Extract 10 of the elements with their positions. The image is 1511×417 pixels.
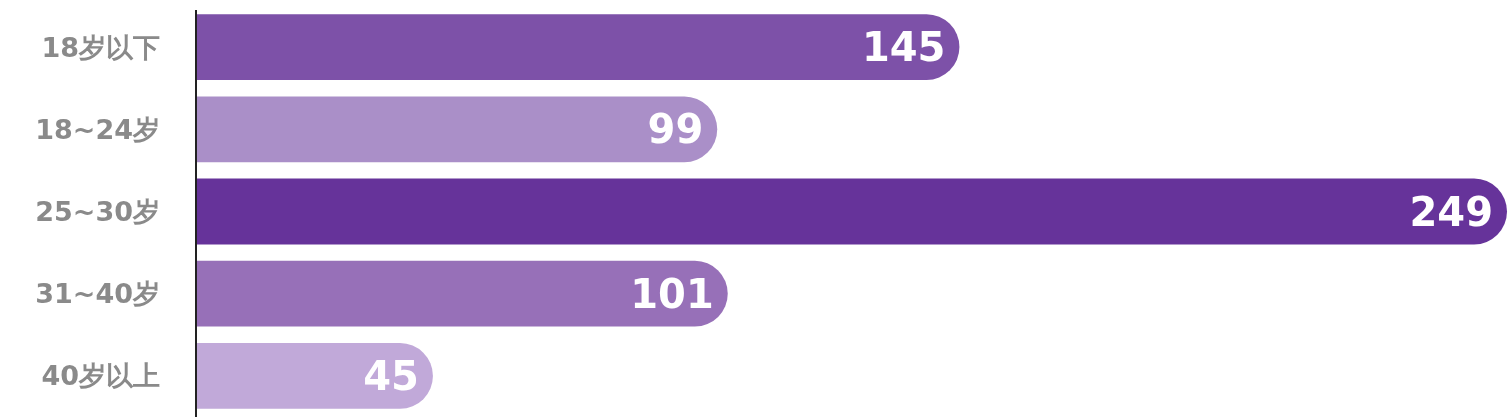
y-tick-label: 31~40岁 [35,278,160,310]
data-label: 101 [630,270,714,317]
y-tick-label: 25~30岁 [35,196,160,227]
y-tick-label: 18岁以下 [41,31,160,63]
data-label: 249 [1409,188,1493,235]
y-tick-label: 40岁以上 [41,360,160,392]
data-label: 145 [861,24,946,71]
y-tick-label: 18~24岁 [35,113,160,145]
data-label: 99 [647,106,704,153]
data-label: 45 [363,352,419,399]
